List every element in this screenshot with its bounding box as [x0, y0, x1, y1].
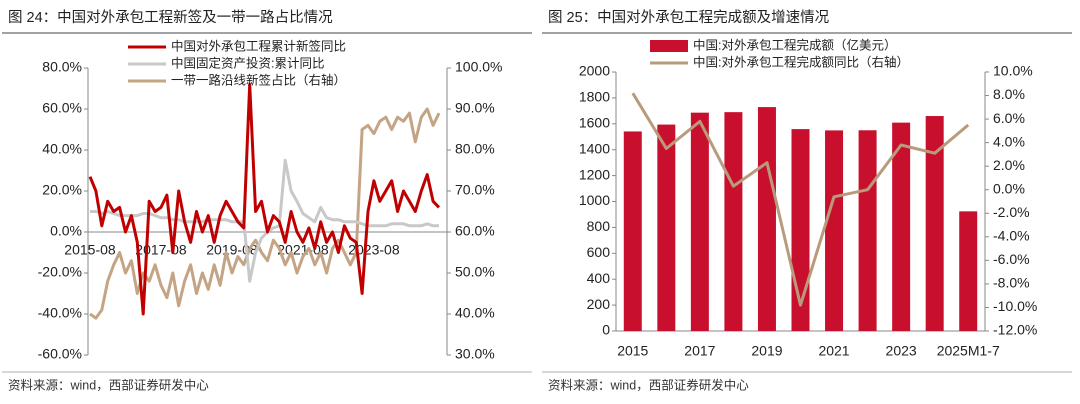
y2-tick-label: 10.0% [993, 63, 1033, 79]
bar [623, 131, 642, 331]
bar [925, 116, 944, 331]
y2-tick-label: -8.0% [993, 275, 1030, 291]
bar [858, 130, 877, 331]
legend-label: 中国固定资产投资:累计同比 [171, 55, 324, 70]
y2-tick-label: -12.0% [993, 322, 1037, 338]
bar [724, 112, 743, 332]
legend-label: 中国:对外承包工程完成额同比（右轴） [693, 54, 909, 69]
source-note: 资料来源：wind，西部证券研发中心 [8, 377, 209, 392]
y2-tick-label: 80.0% [455, 141, 495, 157]
series-line [89, 107, 441, 320]
y2-tick-label: 40.0% [455, 305, 495, 321]
y2-tick-label: 0.0% [993, 180, 1025, 196]
x-tick-label: 2019 [751, 343, 782, 359]
x-tick-label: 2015 [617, 343, 648, 359]
series-line [88, 82, 441, 316]
y2-tick-label: 4.0% [993, 133, 1025, 149]
y2-tick-label: 30.0% [455, 346, 495, 362]
source-note: 资料来源：wind，西部证券研发中心 [548, 377, 749, 392]
y-tick-label: -20.0% [38, 264, 82, 280]
y2-tick-label: 60.0% [455, 223, 495, 239]
y-tick-label: 400 [587, 270, 611, 286]
y-tick-label: 20.0% [42, 182, 82, 198]
y2-tick-label: -6.0% [993, 251, 1030, 267]
y2-tick-label: 100.0% [455, 59, 502, 75]
bar [959, 211, 978, 331]
y-tick-label: 2000 [579, 63, 610, 79]
y-tick-label: 0 [602, 322, 610, 338]
bar [825, 130, 844, 331]
legend-label: 中国:对外承包工程完成额（亿美元） [693, 37, 896, 52]
y2-tick-label: 2.0% [993, 157, 1025, 173]
y2-tick-label: 90.0% [455, 100, 495, 116]
y2-tick-label: -2.0% [993, 204, 1030, 220]
chart-title: 图 25：中国对外承包工程完成额及增速情况 [548, 9, 830, 26]
series-line [631, 92, 970, 307]
bar [690, 112, 709, 332]
y-tick-label: 1600 [579, 115, 610, 131]
bar [892, 122, 911, 332]
x-tick-label: 2017-08 [135, 242, 187, 258]
y-tick-label: 800 [587, 218, 611, 234]
bar [657, 124, 676, 332]
y2-tick-label: -10.0% [993, 298, 1037, 314]
y2-tick-label: -4.0% [993, 228, 1030, 244]
y2-tick-label: 50.0% [455, 264, 495, 280]
y-tick-label: 600 [587, 244, 611, 260]
chart-title: 图 24：中国对外承包工程新签及一带一路占比情况 [8, 9, 333, 26]
x-tick-label: 2023 [886, 343, 917, 359]
x-tick-label: 2023-08 [348, 242, 400, 258]
y-tick-label: 0.0% [50, 223, 82, 239]
y-tick-label: 1000 [579, 192, 610, 208]
legend-label: 一带一路沿线新签占比（右轴） [171, 72, 346, 87]
legend-label: 中国对外承包工程累计新签同比 [171, 38, 346, 53]
x-tick-label: 2017 [684, 343, 715, 359]
x-tick-label: 2021 [818, 343, 849, 359]
y-tick-label: -60.0% [38, 346, 82, 362]
x-tick-label: 2025M1-7 [937, 343, 1000, 359]
y2-tick-label: 6.0% [993, 110, 1025, 126]
y2-tick-label: 70.0% [455, 182, 495, 198]
y-tick-label: 60.0% [42, 100, 82, 116]
y-tick-label: 80.0% [42, 59, 82, 75]
y-tick-label: 200 [587, 296, 611, 312]
y-tick-label: 40.0% [42, 141, 82, 157]
y-tick-label: 1800 [579, 89, 610, 105]
y2-tick-label: 8.0% [993, 86, 1025, 102]
bar [757, 107, 776, 331]
x-tick-label: 2015-08 [64, 242, 116, 258]
y-tick-label: 1400 [579, 140, 610, 156]
legend-swatch [650, 40, 688, 52]
y-tick-label: -40.0% [38, 305, 82, 321]
y-tick-label: 1200 [579, 166, 610, 182]
